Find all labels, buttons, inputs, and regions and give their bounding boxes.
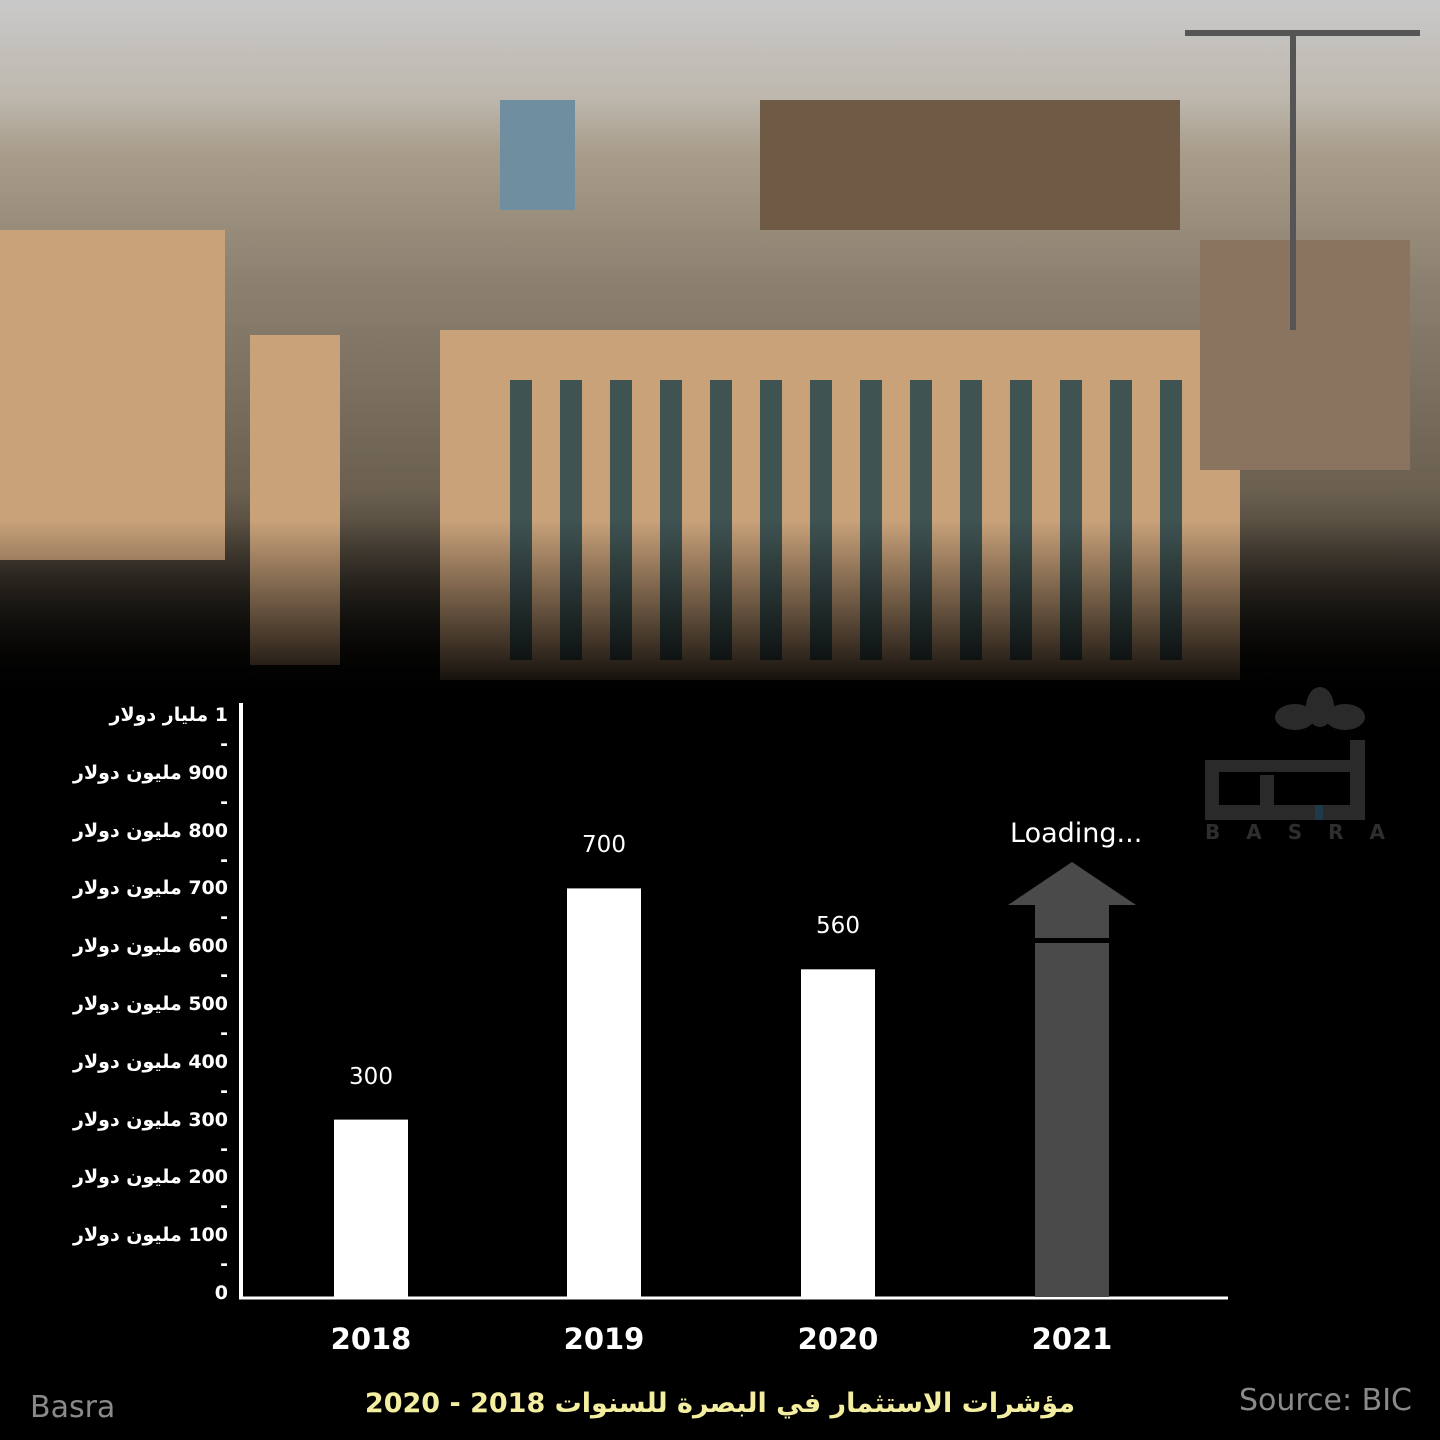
x-tick-label: 2018	[330, 1322, 412, 1356]
y-minor-tick: -	[220, 1079, 228, 1102]
y-tick-label: 900 مليون دولار	[73, 761, 228, 784]
bar-2019	[567, 888, 641, 1297]
background-photo-basra-buildings	[0, 0, 1440, 700]
y-minor-tick: -	[220, 906, 228, 929]
y-tick-label: 100 مليون دولار	[73, 1224, 228, 1247]
bar-2018	[334, 1119, 408, 1297]
value-label-2020: 560	[816, 913, 860, 940]
y-minor-tick: -	[220, 732, 228, 755]
y-minor-tick: -	[220, 964, 228, 987]
basra-logo-latin: BASRA	[1205, 820, 1412, 844]
bar-2020	[801, 969, 875, 1297]
footer-source: Source: BIC	[1238, 1383, 1412, 1418]
y-tick-label: 0	[214, 1282, 228, 1304]
footer-location: Basra	[30, 1390, 116, 1425]
y-tick-label: 400 مليون دولار	[73, 1050, 228, 1073]
y-minor-tick: -	[220, 1137, 228, 1160]
y-tick-label: 500 مليون دولار	[73, 993, 228, 1015]
value-label-2018: 300	[349, 1063, 393, 1090]
chart-title: مؤشرات الاستثمار في البصرة للسنوات 2018 …	[364, 1388, 1076, 1419]
x-tick-label: 2021	[1031, 1322, 1113, 1356]
y-tick-label: 600 مليون دولار	[73, 935, 228, 958]
y-tick-label: 1 مليار دولار	[109, 704, 228, 726]
x-tick-label: 2019	[563, 1322, 645, 1356]
basra-logo	[1205, 687, 1365, 820]
bar-2021-pending	[1035, 943, 1109, 1297]
value-label-2019: 700	[582, 832, 626, 859]
y-minor-tick: -	[220, 1021, 228, 1044]
y-tick-label: 800 مليون دولار	[73, 819, 228, 842]
up-arrow-icon	[1008, 862, 1136, 938]
y-minor-tick: -	[220, 848, 228, 871]
y-minor-tick: -	[220, 790, 228, 813]
y-tick-label: 300 مليون دولار	[73, 1108, 228, 1131]
value-label-2021: Loading...	[1010, 818, 1143, 849]
y-tick-label: 200 مليون دولار	[73, 1166, 228, 1189]
y-minor-tick: -	[220, 1253, 228, 1276]
y-tick-label: 700 مليون دولار	[73, 877, 228, 900]
y-minor-tick: -	[220, 1195, 228, 1218]
x-tick-label: 2020	[797, 1322, 879, 1356]
